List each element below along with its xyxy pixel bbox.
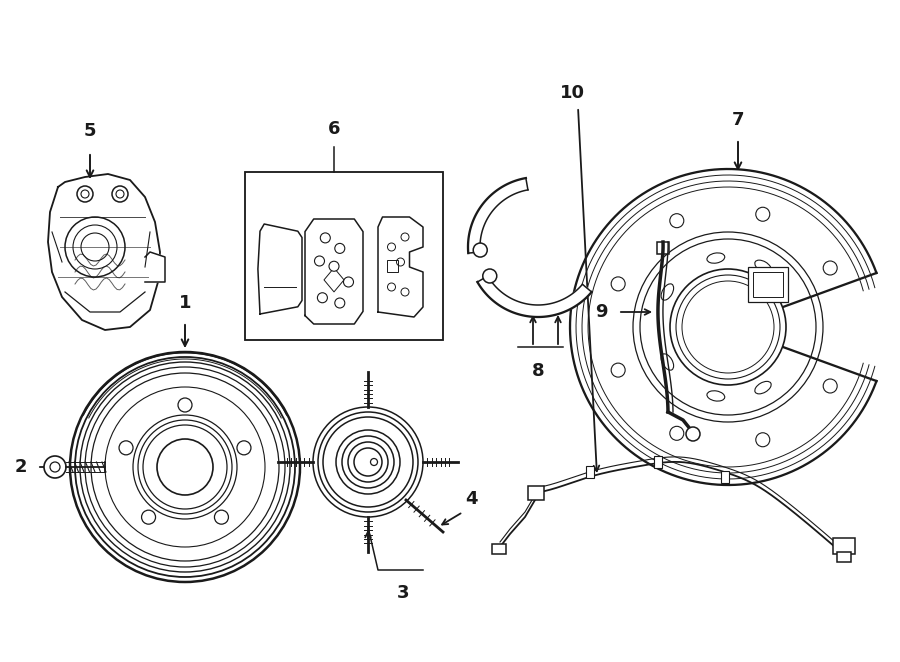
Circle shape [157, 439, 213, 495]
Text: 1: 1 [179, 294, 191, 312]
Text: 10: 10 [560, 84, 584, 102]
Circle shape [141, 510, 156, 524]
Circle shape [670, 269, 786, 385]
Polygon shape [477, 276, 591, 317]
Circle shape [401, 233, 409, 241]
Circle shape [178, 398, 192, 412]
Ellipse shape [706, 391, 724, 401]
Circle shape [335, 244, 345, 254]
Text: 7: 7 [732, 111, 744, 129]
Polygon shape [48, 174, 160, 330]
Circle shape [214, 510, 229, 524]
Ellipse shape [755, 381, 771, 394]
Circle shape [44, 456, 66, 478]
Circle shape [611, 277, 625, 291]
Text: 2: 2 [14, 458, 27, 476]
Circle shape [112, 186, 128, 202]
Text: 8: 8 [532, 362, 544, 380]
Bar [387, 260, 398, 272]
Polygon shape [378, 217, 423, 317]
Circle shape [388, 283, 395, 291]
Polygon shape [305, 219, 363, 324]
Circle shape [77, 186, 93, 202]
Circle shape [686, 427, 700, 441]
Circle shape [318, 293, 328, 303]
Circle shape [824, 261, 837, 275]
Circle shape [344, 277, 354, 287]
Circle shape [756, 207, 770, 221]
Ellipse shape [706, 253, 724, 263]
Circle shape [401, 288, 409, 296]
Ellipse shape [662, 354, 673, 370]
Polygon shape [258, 224, 302, 314]
Ellipse shape [662, 284, 673, 300]
Polygon shape [468, 178, 528, 253]
Bar [245, 172, 443, 340]
Bar [654, 456, 662, 468]
Bar [748, 267, 788, 302]
Bar [753, 272, 783, 297]
Circle shape [611, 363, 625, 377]
Circle shape [65, 217, 125, 277]
Circle shape [824, 379, 837, 393]
Polygon shape [145, 252, 165, 282]
Bar [528, 486, 544, 500]
Circle shape [329, 261, 339, 271]
Circle shape [670, 426, 684, 440]
Circle shape [482, 269, 497, 283]
Text: 5: 5 [84, 122, 96, 140]
Text: 3: 3 [397, 584, 410, 602]
Bar [833, 538, 855, 554]
Bar [721, 471, 729, 483]
Bar [837, 552, 851, 562]
Text: 4: 4 [465, 490, 478, 508]
Circle shape [335, 298, 345, 308]
Text: 6: 6 [328, 120, 340, 138]
Circle shape [320, 233, 330, 243]
Ellipse shape [755, 260, 771, 273]
Bar [586, 466, 594, 478]
Circle shape [237, 441, 251, 455]
Circle shape [314, 256, 325, 266]
Polygon shape [570, 169, 877, 485]
Circle shape [756, 433, 770, 447]
Circle shape [473, 243, 487, 257]
Text: 9: 9 [596, 303, 608, 321]
Circle shape [670, 214, 684, 228]
Bar [492, 544, 506, 554]
Circle shape [397, 258, 404, 266]
Circle shape [388, 243, 395, 251]
Bar [657, 242, 669, 254]
Circle shape [119, 441, 133, 455]
